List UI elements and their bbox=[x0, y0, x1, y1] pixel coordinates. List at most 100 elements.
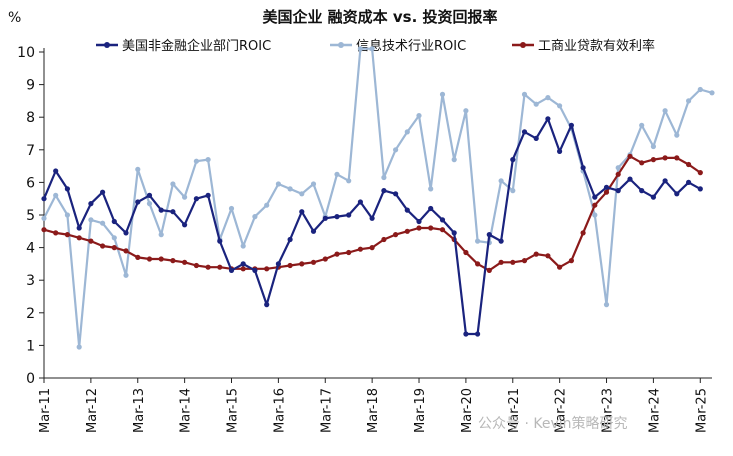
data-point bbox=[357, 199, 363, 205]
data-point bbox=[182, 259, 188, 265]
legend-marker bbox=[338, 42, 344, 48]
data-point bbox=[697, 186, 703, 192]
data-point bbox=[88, 238, 94, 244]
data-point bbox=[41, 227, 47, 233]
data-point bbox=[592, 212, 598, 218]
series-line bbox=[43, 155, 701, 272]
data-point bbox=[393, 191, 399, 197]
legend: 美国非金融企业部门ROIC 信息技术行业ROIC 工商业贷款有效利率 bbox=[96, 38, 655, 54]
y-tick-label: 3 bbox=[26, 273, 35, 289]
data-point bbox=[123, 272, 129, 278]
y-axis: 0 1 2 3 4 5 6 7 8 9 10 bbox=[17, 45, 45, 387]
data-point bbox=[53, 168, 59, 174]
data-point bbox=[404, 228, 410, 234]
data-point bbox=[686, 179, 692, 185]
data-point bbox=[686, 161, 692, 168]
data-point bbox=[357, 246, 363, 252]
data-point bbox=[76, 225, 82, 231]
data-point bbox=[146, 201, 153, 207]
legend-label: 工商业贷款有效利率 bbox=[538, 38, 655, 54]
data-point bbox=[545, 253, 551, 259]
data-point bbox=[205, 192, 211, 198]
data-point bbox=[111, 235, 117, 241]
data-point bbox=[428, 205, 434, 212]
legend-item-2: 信息技术行业ROIC bbox=[330, 38, 466, 54]
watermark-text: 公众号 · Kevin策略研究 bbox=[478, 415, 628, 432]
data-point bbox=[182, 194, 188, 200]
data-point bbox=[53, 192, 59, 198]
data-point bbox=[111, 245, 117, 251]
data-point bbox=[451, 230, 457, 236]
data-point bbox=[228, 267, 235, 273]
legend-item-3: 工商业贷款有效利率 bbox=[512, 38, 655, 54]
data-point bbox=[404, 129, 410, 135]
data-point bbox=[381, 236, 387, 243]
data-point bbox=[451, 157, 457, 163]
data-point bbox=[510, 157, 516, 163]
data-point bbox=[76, 235, 82, 241]
legend-label: 信息技术行业ROIC bbox=[356, 38, 466, 54]
data-point bbox=[381, 188, 387, 194]
data-point bbox=[568, 122, 575, 128]
data-point bbox=[592, 202, 598, 208]
data-point bbox=[568, 258, 575, 264]
series-2 bbox=[41, 46, 715, 350]
data-point bbox=[299, 209, 305, 215]
data-point bbox=[650, 143, 657, 150]
data-point bbox=[357, 46, 363, 52]
data-point bbox=[322, 215, 328, 221]
data-point bbox=[439, 227, 446, 233]
data-point bbox=[299, 261, 305, 267]
data-point bbox=[545, 95, 551, 101]
data-point bbox=[662, 108, 668, 114]
data-point bbox=[346, 178, 352, 184]
data-point bbox=[193, 262, 199, 269]
data-point bbox=[88, 217, 94, 223]
data-point bbox=[264, 302, 270, 308]
data-point bbox=[217, 238, 223, 244]
chart-title: 美国企业 融资成本 vs. 投资回报率 bbox=[262, 8, 497, 26]
data-point bbox=[557, 148, 563, 154]
data-point bbox=[240, 261, 246, 267]
data-point bbox=[615, 171, 621, 177]
x-tick-label: Mar-19 bbox=[413, 388, 428, 433]
data-point bbox=[146, 192, 153, 198]
data-point bbox=[158, 207, 164, 213]
data-point bbox=[193, 158, 199, 164]
data-point bbox=[580, 165, 586, 171]
data-point bbox=[135, 166, 141, 172]
data-point bbox=[603, 184, 610, 190]
data-point bbox=[615, 188, 621, 194]
data-point bbox=[510, 188, 516, 194]
data-point bbox=[299, 191, 305, 197]
data-point bbox=[639, 188, 645, 194]
data-point bbox=[592, 194, 598, 200]
y-tick-label: 6 bbox=[26, 175, 35, 191]
data-point bbox=[521, 129, 528, 135]
x-tick-label: Mar-16 bbox=[272, 388, 287, 433]
data-point bbox=[486, 267, 492, 273]
series-3 bbox=[41, 153, 703, 273]
data-point bbox=[533, 101, 539, 107]
data-point bbox=[275, 261, 281, 267]
data-point bbox=[557, 264, 563, 270]
x-tick-label: Mar-17 bbox=[319, 388, 334, 433]
data-point bbox=[545, 116, 551, 122]
data-point bbox=[123, 230, 129, 236]
data-point bbox=[252, 214, 258, 220]
x-tick-label: Mar-15 bbox=[226, 388, 241, 433]
data-point bbox=[275, 181, 281, 187]
data-point bbox=[686, 98, 692, 104]
data-point bbox=[428, 186, 434, 192]
data-point bbox=[64, 186, 70, 192]
x-tick-label: Mar-12 bbox=[85, 388, 100, 433]
data-point bbox=[475, 331, 481, 337]
data-point bbox=[228, 205, 235, 212]
data-point bbox=[475, 238, 481, 244]
data-point bbox=[439, 217, 446, 223]
y-tick-label: 7 bbox=[26, 143, 35, 159]
data-point bbox=[486, 232, 492, 238]
data-point bbox=[404, 207, 410, 213]
